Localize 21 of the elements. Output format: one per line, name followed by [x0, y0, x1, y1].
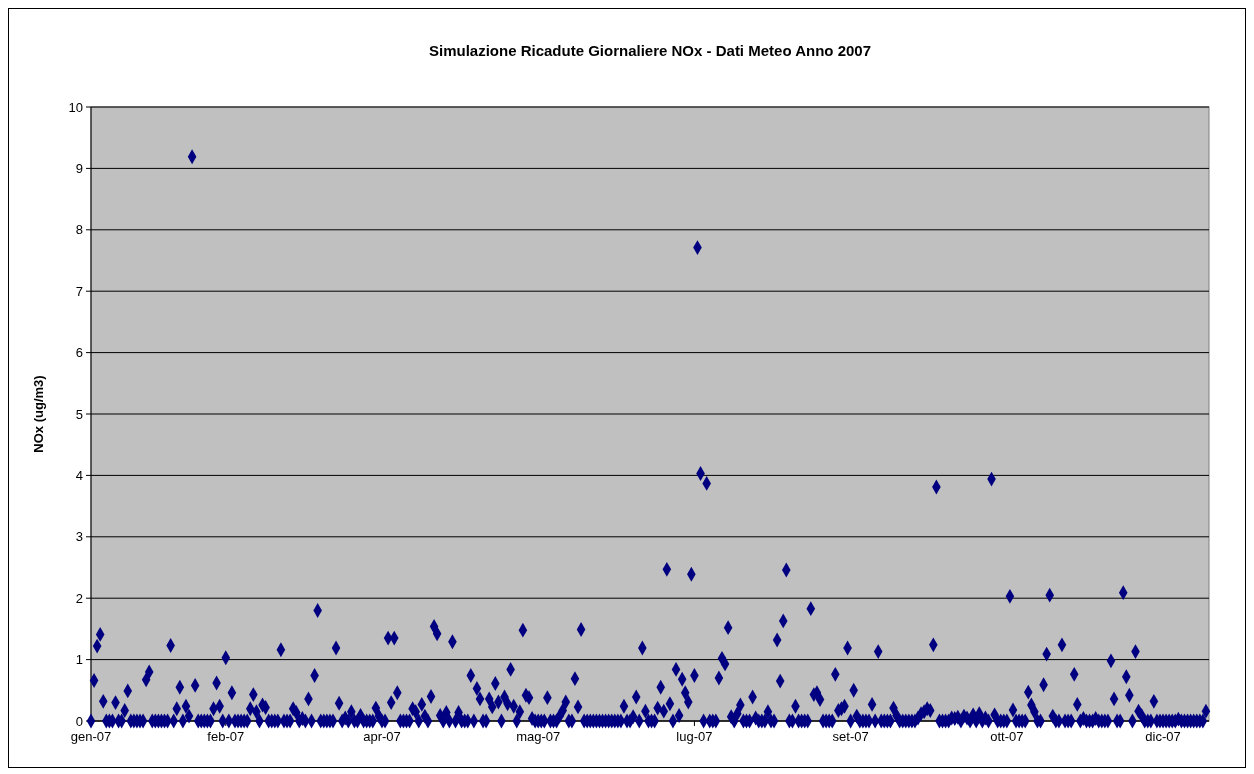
x-tick-label: lug-07: [676, 729, 713, 744]
x-tick-label: gen-07: [70, 729, 112, 744]
y-tick-label: 2: [75, 590, 83, 606]
x-tick-label: apr-07: [363, 729, 401, 744]
y-tick-label: 3: [75, 529, 83, 545]
y-tick-label: 0: [75, 713, 83, 729]
y-tick-label: 5: [75, 406, 83, 422]
y-tick-label: 7: [75, 283, 83, 299]
x-tick-label: dic-07: [1145, 729, 1181, 744]
x-tick-label: mag-07: [516, 729, 561, 744]
y-tick-label: 6: [75, 345, 83, 361]
y-tick-label: 8: [75, 222, 83, 238]
chart-title: Simulazione Ricadute Giornaliere NOx - Dati Meteo Anno 2007: [428, 42, 872, 59]
y-tick-label: 1: [75, 652, 83, 668]
y-tick-label: 4: [75, 467, 83, 483]
x-tick-label: feb-07: [207, 729, 245, 744]
y-tick-label: 10: [68, 99, 83, 115]
y-axis-title: NOx (ug/m3): [31, 375, 46, 453]
y-tick-label: 9: [75, 160, 83, 176]
x-tick-label: ott-07: [990, 729, 1024, 744]
x-tick-label: set-07: [832, 729, 869, 744]
